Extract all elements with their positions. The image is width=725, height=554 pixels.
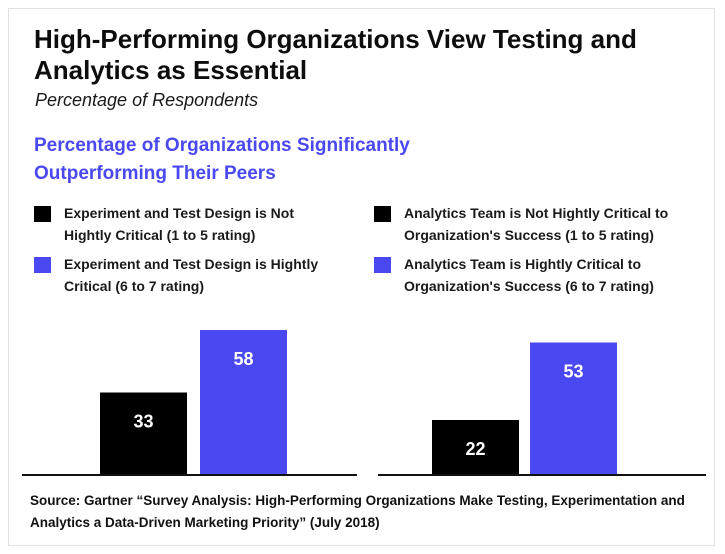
chart-subtitle: Percentage of Respondents — [35, 90, 259, 110]
legend-label: Experiment and Test Design is Not Hightl… — [64, 205, 295, 243]
legend-right: Analytics Team is Not Hightly Critical t… — [374, 202, 699, 297]
legend-swatch — [374, 206, 391, 222]
legend-swatch — [34, 257, 51, 273]
legend-item-critical: Analytics Team is Hightly Critical to Or… — [374, 253, 699, 297]
data-label: 33 — [133, 412, 153, 432]
data-label: 22 — [465, 439, 485, 459]
legend-label: Analytics Team is Hightly Critical to Or… — [404, 256, 654, 294]
data-label: 58 — [233, 349, 253, 369]
legend-swatch — [374, 257, 391, 273]
bar-not-critical — [100, 392, 187, 475]
chart-title: High-Performing Organizations View Testi… — [34, 24, 637, 85]
chart-panel-1: 33 58 — [22, 330, 357, 476]
legend-swatch — [34, 206, 51, 222]
data-label: 53 — [563, 362, 583, 382]
legend-label: Analytics Team is Not Hightly Critical t… — [404, 205, 669, 243]
source-note: Source: Gartner “Survey Analysis: High-P… — [30, 493, 685, 530]
chart-frame — [8, 8, 715, 546]
bar-not-critical — [432, 420, 519, 475]
legend-item-not-critical: Experiment and Test Design is Not Hightl… — [34, 202, 344, 246]
bar-critical — [200, 330, 287, 475]
legend-left: Experiment and Test Design is Not Hightl… — [34, 202, 344, 297]
legend-item-not-critical: Analytics Team is Not Hightly Critical t… — [374, 202, 699, 246]
section-heading: Percentage of Organizations Significantl… — [34, 135, 410, 184]
legend-item-critical: Experiment and Test Design is Hightly Cr… — [34, 253, 344, 297]
bar-critical — [530, 342, 617, 475]
chart-panel-2: 22 53 — [378, 342, 706, 476]
legend-label: Experiment and Test Design is Hightly Cr… — [64, 256, 319, 294]
